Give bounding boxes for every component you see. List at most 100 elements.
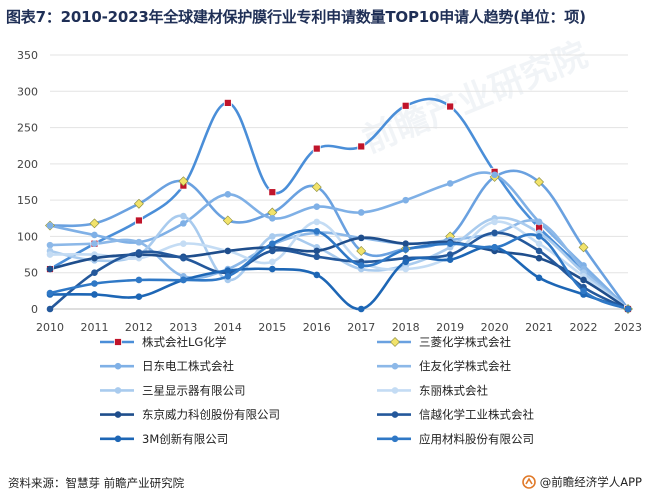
series-1-point xyxy=(223,98,232,107)
series-3-point xyxy=(46,222,54,229)
legend-swatch-marker xyxy=(391,387,399,394)
x-tick-label: 2021 xyxy=(525,321,553,334)
series-6-point xyxy=(46,251,54,258)
y-tick-label: 100 xyxy=(17,230,38,243)
x-tick-label: 2012 xyxy=(125,321,153,334)
series-10-point xyxy=(269,240,276,247)
legend-label: 三星显示器有限公司 xyxy=(142,383,246,397)
series-1-point xyxy=(312,144,321,153)
series-6-point xyxy=(535,240,543,247)
series-9-point xyxy=(313,271,321,279)
series-10-point xyxy=(180,276,187,284)
series-7-point xyxy=(535,254,543,262)
series-9-point xyxy=(357,305,365,313)
series-10-point xyxy=(357,262,365,269)
series-8-point xyxy=(491,229,498,237)
y-tick-label: 50 xyxy=(24,267,38,280)
series-2-point xyxy=(89,218,100,229)
legend-swatch-marker xyxy=(114,435,122,443)
legend-label: 信越化学工业株式会社 xyxy=(419,408,534,422)
brand-logo-icon xyxy=(521,475,536,489)
legend-swatch-marker xyxy=(114,411,122,418)
series-10-point xyxy=(224,273,232,280)
series-8-point xyxy=(535,247,543,255)
legend-label: 株式会社LG化学 xyxy=(142,335,226,349)
series-4-point xyxy=(135,238,143,246)
x-tick-label: 2017 xyxy=(347,321,375,334)
series-6-point xyxy=(402,265,409,273)
x-tick-label: 2011 xyxy=(80,321,108,334)
y-tick-label: 200 xyxy=(17,158,38,171)
x-tick-label: 2020 xyxy=(481,321,509,334)
series-2-point xyxy=(534,177,545,187)
legend-swatch-marker xyxy=(391,362,399,370)
x-axis-ticks: 2010 2011 2012 2013 2014 2015 2016 2017 2018 2019… xyxy=(36,321,642,334)
series-8-line xyxy=(48,231,630,311)
x-tick-label: 2023 xyxy=(614,321,642,334)
series-9-point xyxy=(446,256,454,263)
series-9-point xyxy=(535,274,543,282)
series-3-point xyxy=(180,220,187,227)
series-9-point xyxy=(91,291,98,298)
series-3-point xyxy=(491,171,498,179)
legend-label: 三菱化学株式会社 xyxy=(419,335,511,349)
series-10-point xyxy=(580,287,587,295)
series-5-point xyxy=(269,233,276,240)
series-10-point xyxy=(535,233,543,240)
y-tick-label: 350 xyxy=(17,49,38,62)
y-axis-ticks: 0 50 100 150 200 250 300 350 xyxy=(17,49,38,316)
series-10-point xyxy=(491,244,498,251)
series-10-point xyxy=(313,228,321,235)
series-6-point xyxy=(269,258,276,266)
series-10-point xyxy=(402,246,409,253)
series-7-point xyxy=(91,254,98,262)
legend-swatch-marker xyxy=(391,411,399,418)
series-2-point xyxy=(578,242,589,253)
series-8-point xyxy=(46,305,54,313)
series-6-line xyxy=(48,220,630,311)
series-10-point xyxy=(135,276,143,284)
series-8-point xyxy=(91,269,98,277)
series-7-line xyxy=(48,236,630,311)
source-note: 资料来源：智慧芽 前瞻产业研究院 xyxy=(8,476,185,490)
series-3-point xyxy=(91,231,98,239)
y-tick-label: 300 xyxy=(17,85,38,98)
series-3-point xyxy=(224,191,232,198)
series-1-point xyxy=(401,101,410,110)
series-10-point xyxy=(91,280,98,287)
grid-lines xyxy=(50,54,628,310)
y-tick-label: 150 xyxy=(17,194,38,207)
series-1-point xyxy=(357,142,366,151)
series-8-point xyxy=(135,249,143,256)
legend-label: 3M创新有限公司 xyxy=(142,432,228,446)
x-tick-label: 2016 xyxy=(303,321,331,334)
x-tick-label: 2019 xyxy=(436,321,464,334)
series-1-point xyxy=(135,216,143,225)
series-2-point xyxy=(178,176,189,187)
series-2-point xyxy=(356,246,367,256)
legend-swatch-marker xyxy=(391,435,399,443)
y-tick-label: 250 xyxy=(17,122,38,135)
series-8-point xyxy=(269,247,276,255)
series-3-point xyxy=(446,180,454,187)
series-9-line xyxy=(48,245,630,311)
series-10-point xyxy=(446,240,454,247)
x-tick-label: 2018 xyxy=(392,321,420,334)
legend-label: 东丽株式会社 xyxy=(419,383,488,397)
series-7-point xyxy=(313,247,321,255)
series-4-point xyxy=(46,241,54,249)
series-2-point xyxy=(133,198,144,209)
series-3-point xyxy=(313,203,321,210)
series-7-point xyxy=(224,247,232,255)
series-3-point xyxy=(269,214,276,222)
series-1-point xyxy=(268,188,277,197)
series-8-point xyxy=(446,251,454,258)
x-tick-label: 2015 xyxy=(258,321,286,334)
series-7-point xyxy=(402,240,409,247)
series-9-point xyxy=(269,265,276,273)
series-2-point xyxy=(222,215,233,226)
y-tick-label: 0 xyxy=(31,303,38,316)
chart-title: 图表7：2010-2023年全球建材保护膜行业专利申请数量TOP10申请人趋势(… xyxy=(6,8,586,26)
